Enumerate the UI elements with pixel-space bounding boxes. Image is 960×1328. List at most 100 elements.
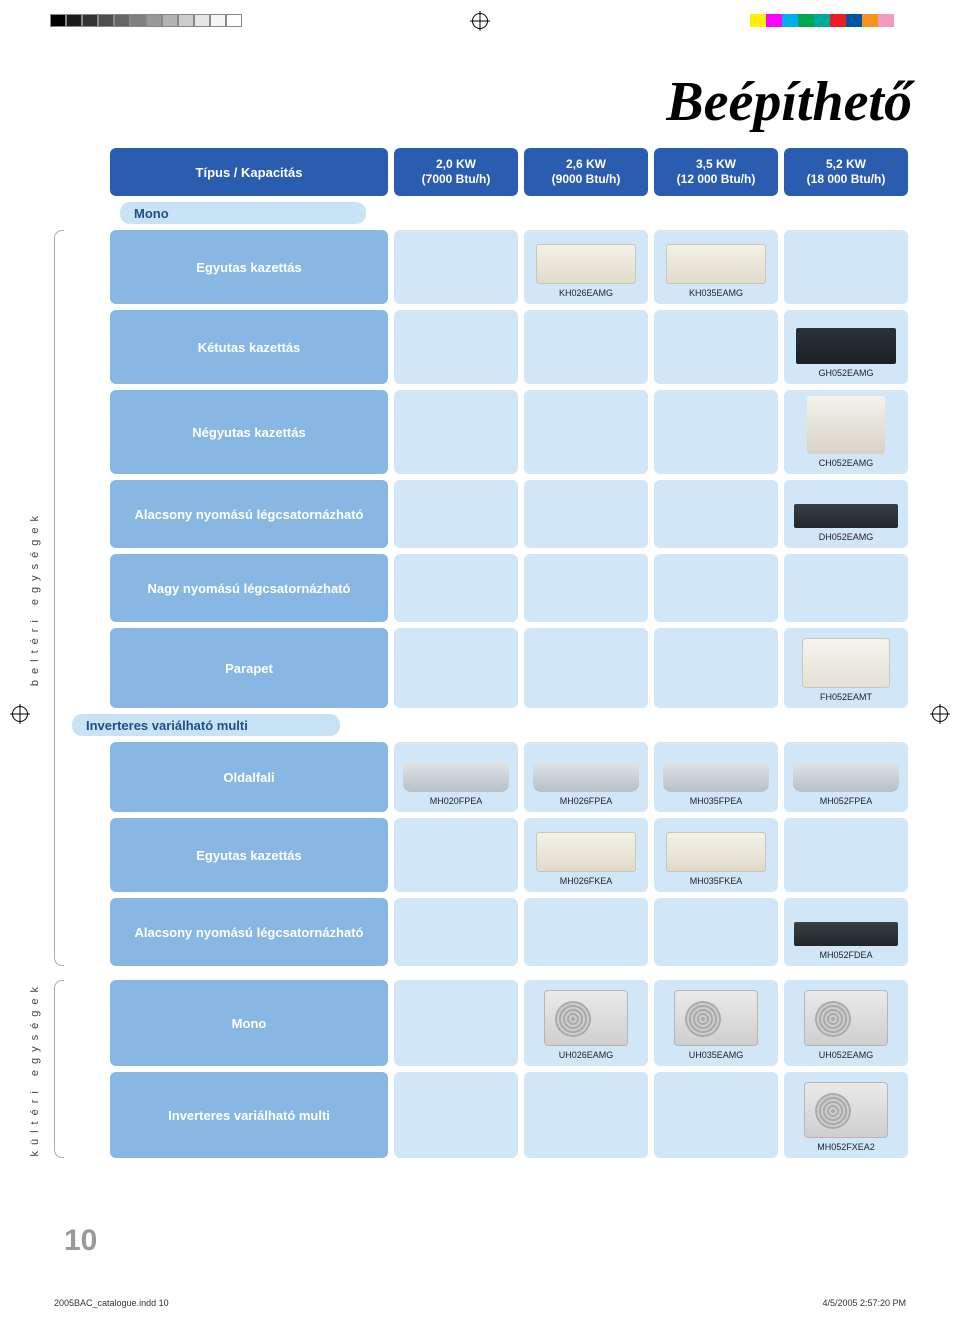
side-label-outdoor: kültéri egységek <box>20 980 50 1158</box>
product-code: KH035EAMG <box>689 288 743 298</box>
product-cell <box>654 554 778 622</box>
product-code: MH026FKEA <box>560 876 613 886</box>
product-row: Alacsony nyomású légcsatornázható DH052EA… <box>110 480 918 548</box>
grayscale-swatch <box>82 14 98 27</box>
product-cell <box>654 390 778 474</box>
product-cell: KH035EAMG <box>654 230 778 304</box>
grayscale-swatch <box>114 14 130 27</box>
product-image-cassette4 <box>807 396 885 454</box>
product-cell: MH052FPEA <box>784 742 908 812</box>
product-cell: MH035FKEA <box>654 818 778 892</box>
product-cell <box>394 1072 518 1158</box>
product-cell <box>524 898 648 966</box>
row-label: Oldalfali <box>110 742 388 812</box>
product-image-outdoor <box>804 1082 888 1138</box>
product-image-outdoor <box>674 990 758 1046</box>
header-cap-kw: 2,6 KW <box>566 157 606 172</box>
product-cell <box>784 230 908 304</box>
outdoor-units-group: kültéri egységek MonoUH026EAMGUH035EAMGU… <box>62 980 918 1158</box>
color-swatch <box>750 14 766 27</box>
header-cap-kw: 2,0 KW <box>436 157 476 172</box>
row-label: Négyutas kazettás <box>110 390 388 474</box>
color-swatch <box>846 14 862 27</box>
calibration-bar-top <box>0 14 960 28</box>
row-label: Kétutas kazettás <box>110 310 388 384</box>
product-cell: MH052FXEA2 <box>784 1072 908 1158</box>
product-cell: CH052EAMG <box>784 390 908 474</box>
product-cell: FH052EAMT <box>784 628 908 708</box>
row-label: Parapet <box>110 628 388 708</box>
color-swatch <box>830 14 846 27</box>
product-image-cassette1 <box>666 244 766 284</box>
grayscale-swatch <box>66 14 82 27</box>
indoor-units-group: beltéri egységek Egyutas kazettásKH026EA… <box>62 230 918 966</box>
product-code: UH052EAMG <box>819 1050 874 1060</box>
product-cell <box>524 390 648 474</box>
row-label: Nagy nyomású légcsatornázható <box>110 554 388 622</box>
product-cell: UH026EAMG <box>524 980 648 1066</box>
product-row: Alacsony nyomású légcsatornázhatóMH052FD… <box>110 898 918 966</box>
grayscale-swatch <box>130 14 146 27</box>
product-image-wall <box>533 762 639 792</box>
product-code: DH052EAMG <box>819 532 874 542</box>
header-cap-btu: (9000 Btu/h) <box>552 172 621 187</box>
grayscale-swatch <box>210 14 226 27</box>
product-cell: UH052EAMG <box>784 980 908 1066</box>
grayscale-bar <box>50 14 242 27</box>
product-cell <box>394 628 518 708</box>
product-image-outdoor <box>804 990 888 1046</box>
product-cell <box>654 1072 778 1158</box>
color-bar <box>750 14 910 27</box>
product-row: Mono UH026EAMG UH035EAMG UH052EAMG <box>110 980 918 1066</box>
product-cell: UH035EAMG <box>654 980 778 1066</box>
footer-timestamp: 4/5/2005 2:57:20 PM <box>822 1298 906 1308</box>
product-cell <box>394 554 518 622</box>
product-cell <box>654 628 778 708</box>
product-image-wall <box>403 762 509 792</box>
product-cell <box>784 554 908 622</box>
product-cell <box>784 818 908 892</box>
color-swatch <box>766 14 782 27</box>
capacity-header-row: Típus / Kapacitás 2,0 KW (7000 Btu/h) 2,… <box>110 148 918 196</box>
section-inverter-multi: Inverteres variálható multi <box>72 714 340 736</box>
product-code: KH026EAMG <box>559 288 613 298</box>
product-cell <box>654 480 778 548</box>
section-mono: Mono <box>120 202 366 224</box>
row-label: Mono <box>110 980 388 1066</box>
product-cell <box>524 310 648 384</box>
grayscale-swatch <box>178 14 194 27</box>
color-swatch <box>782 14 798 27</box>
product-cell: MH035FPEA <box>654 742 778 812</box>
product-code: MH052FXEA2 <box>817 1142 875 1152</box>
product-cell <box>394 898 518 966</box>
color-swatch <box>894 14 910 27</box>
color-swatch <box>798 14 814 27</box>
row-label: Inverteres variálható multi <box>110 1072 388 1158</box>
product-code: UH026EAMG <box>559 1050 614 1060</box>
grayscale-swatch <box>194 14 210 27</box>
product-code: UH035EAMG <box>689 1050 744 1060</box>
page-content: Beépíthető Típus / Kapacitás 2,0 KW (700… <box>62 60 918 1158</box>
footer-meta: 2005BAC_catalogue.indd 10 4/5/2005 2:57:… <box>54 1298 906 1308</box>
product-cell <box>524 1072 648 1158</box>
product-cell <box>394 818 518 892</box>
header-cap-btu: (12 000 Btu/h) <box>677 172 756 187</box>
product-image-duct <box>794 504 898 528</box>
product-cell <box>394 230 518 304</box>
product-cell <box>394 980 518 1066</box>
header-cap-2: 3,5 KW (12 000 Btu/h) <box>654 148 778 196</box>
product-row: Nagy nyomású légcsatornázható <box>110 554 918 622</box>
footer-filename: 2005BAC_catalogue.indd 10 <box>54 1298 169 1308</box>
color-swatch <box>814 14 830 27</box>
product-image-wall <box>663 762 769 792</box>
product-cell: MH026FKEA <box>524 818 648 892</box>
product-image-wall <box>793 762 899 792</box>
header-cap-kw: 5,2 KW <box>826 157 866 172</box>
bracket-outdoor <box>54 980 64 1158</box>
row-label: Egyutas kazettás <box>110 230 388 304</box>
product-cell: DH052EAMG <box>784 480 908 548</box>
row-label: Alacsony nyomású légcsatornázható <box>110 480 388 548</box>
header-cap-1: 2,6 KW (9000 Btu/h) <box>524 148 648 196</box>
page-number: 10 <box>64 1224 97 1258</box>
color-swatch <box>862 14 878 27</box>
